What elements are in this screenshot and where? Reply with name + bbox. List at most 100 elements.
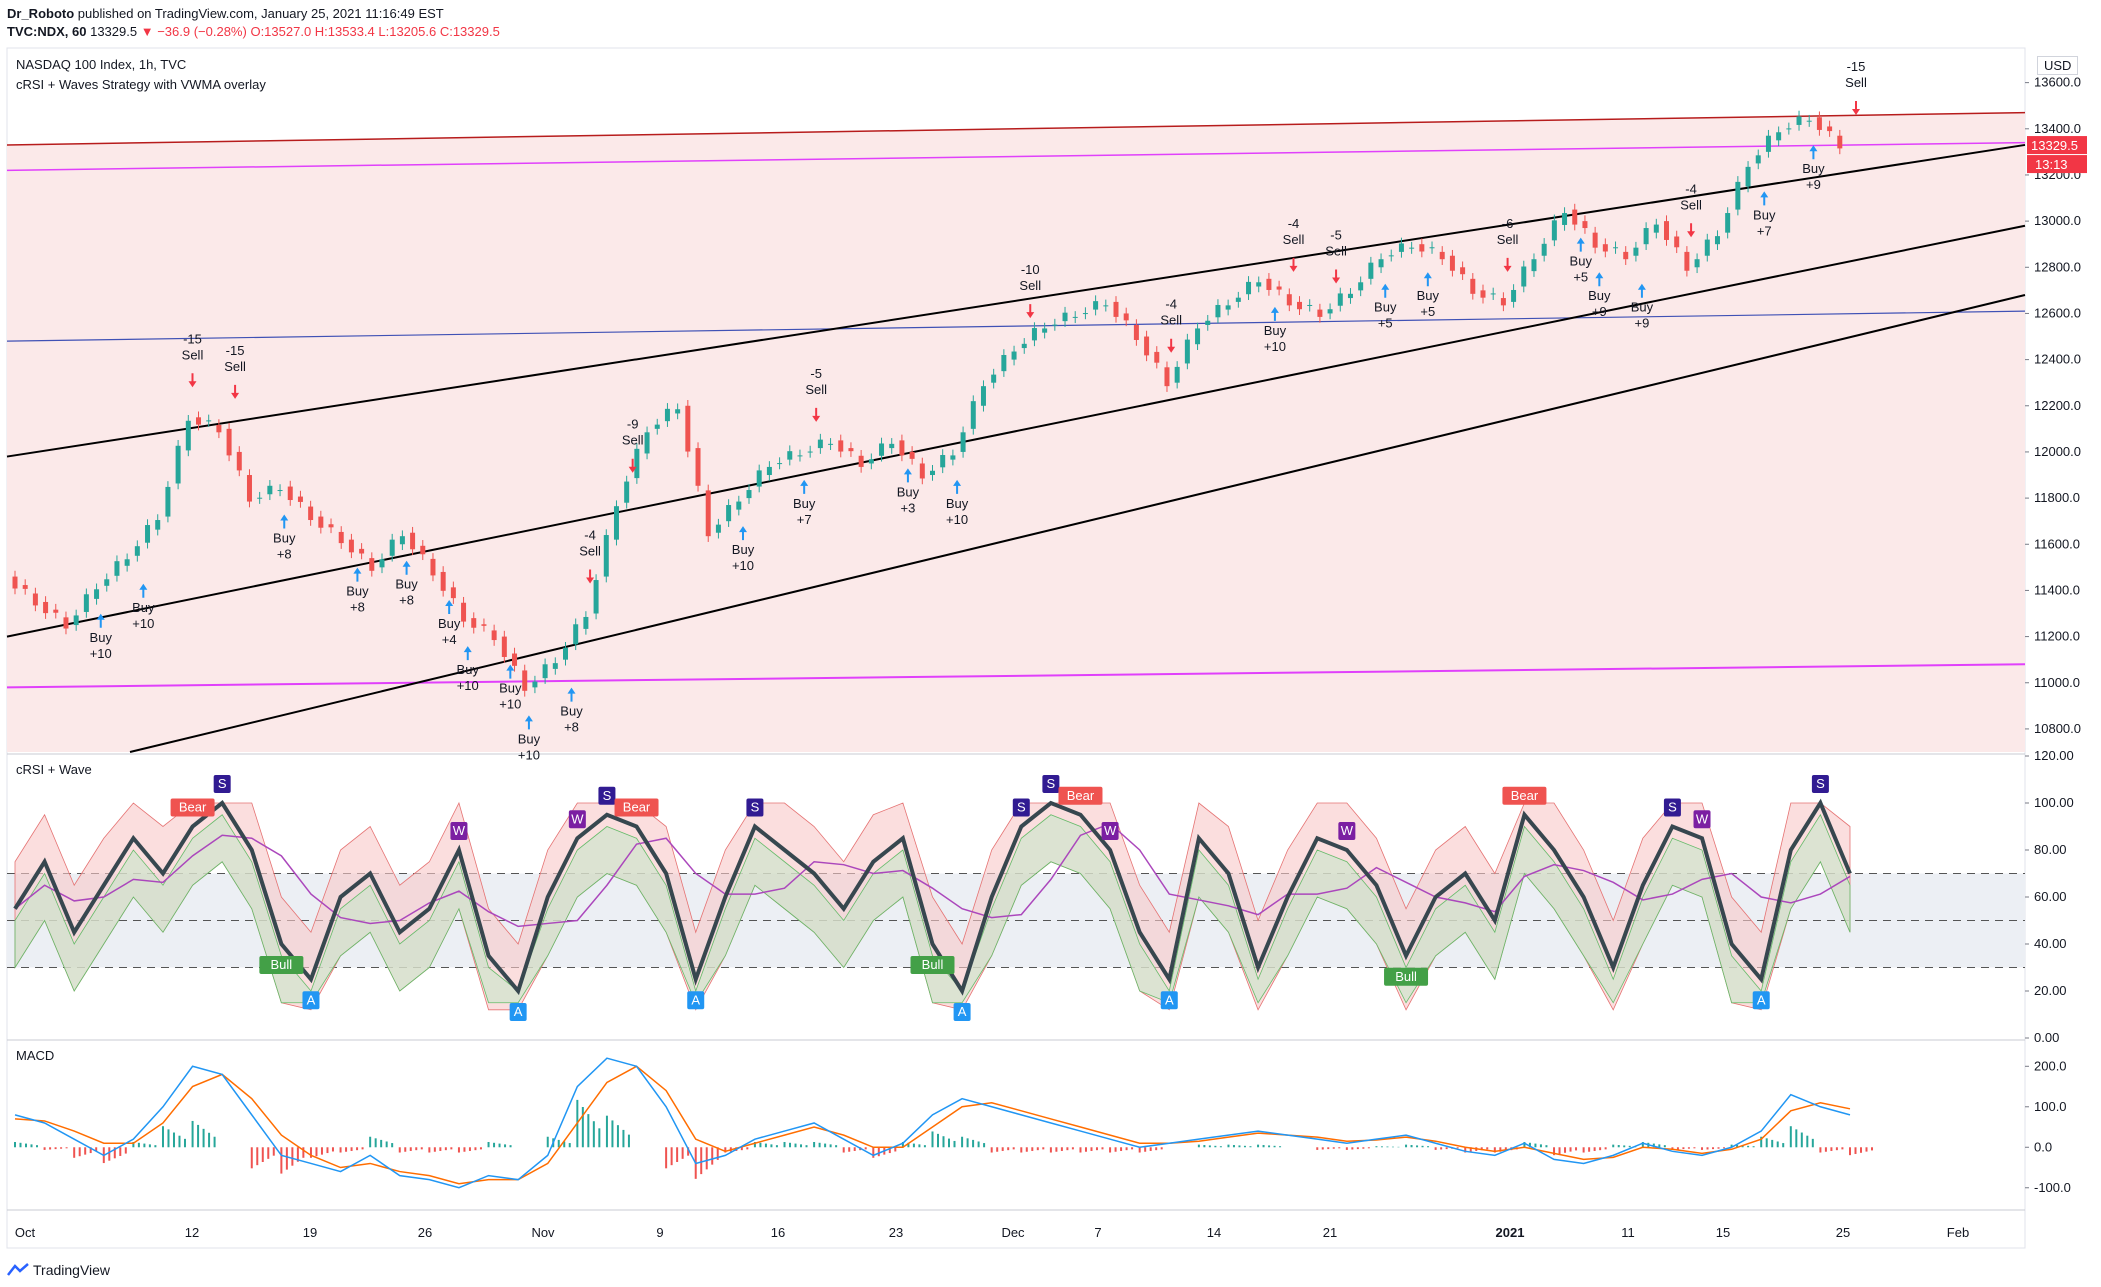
candle-body bbox=[1297, 301, 1302, 310]
candle-body bbox=[1755, 155, 1761, 164]
candle-body bbox=[1592, 232, 1598, 248]
crsi-tag-label: S bbox=[1668, 800, 1677, 815]
crsi-tag-label: S bbox=[603, 788, 612, 803]
crsi-tag bbox=[213, 775, 231, 793]
price-axis-label: 200.0 bbox=[2034, 1058, 2067, 1073]
candle-body bbox=[389, 539, 395, 556]
candle-body bbox=[328, 524, 334, 528]
buy-signal-value: +9 bbox=[1806, 177, 1821, 192]
buy-signal-value: +10 bbox=[518, 747, 540, 762]
candle-body bbox=[573, 624, 579, 645]
candle-body bbox=[175, 445, 181, 484]
currency-button[interactable]: USD bbox=[2037, 56, 2079, 75]
candle-body bbox=[991, 374, 997, 383]
price-axis-label: 100.00 bbox=[2034, 795, 2074, 810]
candle-body bbox=[512, 653, 518, 666]
publish-text: published on TradingView.com, January 25… bbox=[77, 6, 444, 21]
sell-signal-label: Sell bbox=[1497, 232, 1519, 247]
candle-body bbox=[930, 470, 935, 476]
candle-body bbox=[583, 616, 589, 629]
crsi-pane-title[interactable]: cRSI + Wave bbox=[16, 762, 92, 777]
sell-signal-value: -4 bbox=[584, 528, 596, 543]
buy-signal-value: +10 bbox=[946, 512, 968, 527]
candle-body bbox=[593, 580, 599, 614]
candle-body bbox=[420, 545, 426, 555]
buy-signal-label: Buy bbox=[1417, 288, 1440, 303]
strategy-label[interactable]: cRSI + Waves Strategy with VWMA overlay bbox=[16, 77, 266, 92]
crsi-tag-label: Bear bbox=[1067, 788, 1095, 803]
candle-body bbox=[1725, 213, 1731, 233]
candle-body bbox=[471, 618, 477, 628]
candle-body bbox=[1246, 281, 1252, 295]
candle-body bbox=[114, 561, 120, 576]
buy-signal-label: Buy bbox=[1631, 300, 1654, 315]
candle-body bbox=[450, 587, 456, 599]
crsi-tag-label: Bear bbox=[1511, 788, 1539, 803]
time-axis-label: 26 bbox=[418, 1225, 432, 1240]
candle-body bbox=[277, 490, 283, 492]
crsi-band-green bbox=[14, 813, 1851, 1004]
macd-signal-line bbox=[14, 1065, 1851, 1185]
candle-body bbox=[1347, 293, 1353, 299]
price-axis-label: 12600.0 bbox=[2034, 305, 2081, 320]
crsi-tag-label: Bull bbox=[922, 957, 944, 972]
time-axis-label: Oct bbox=[15, 1225, 36, 1240]
crsi-tag bbox=[1384, 967, 1429, 986]
time-axis-label: 2021 bbox=[1496, 1225, 1525, 1240]
crsi-tag bbox=[687, 991, 705, 1010]
crsi-tag bbox=[953, 1003, 971, 1021]
sell-signal-label: Sell bbox=[1845, 75, 1867, 90]
channel-low-line bbox=[129, 294, 2026, 753]
ohlc-values: O:13527.0 H:13533.4 L:13205.6 C:13329.5 bbox=[250, 24, 500, 39]
crsi-tag-label: A bbox=[1165, 992, 1174, 1007]
candle-body bbox=[1042, 328, 1048, 333]
candle-body bbox=[1409, 247, 1415, 249]
buy-arrow-icon bbox=[402, 560, 411, 575]
crsi-signal-line bbox=[14, 822, 1851, 928]
candle-body bbox=[797, 455, 803, 457]
candle-body bbox=[1674, 236, 1680, 248]
crsi-tag-label: A bbox=[307, 992, 316, 1007]
buy-arrow-icon bbox=[739, 526, 747, 541]
crsi-tag-label: A bbox=[1757, 992, 1766, 1007]
candle-body bbox=[1256, 282, 1262, 287]
last-price: 13329.5 bbox=[90, 24, 138, 39]
crsi-tag-label: A bbox=[691, 992, 700, 1007]
buy-arrow-icon bbox=[903, 468, 912, 483]
countdown-tag-text: 13:13 bbox=[2035, 157, 2068, 172]
sell-signal-label: Sell bbox=[579, 544, 601, 559]
time-axis-label: 19 bbox=[303, 1225, 317, 1240]
crsi-tag bbox=[302, 991, 320, 1010]
sell-arrow-icon bbox=[1167, 338, 1176, 353]
macd-pane-title[interactable]: MACD bbox=[16, 1048, 55, 1063]
candle-body bbox=[695, 448, 701, 486]
symbol-label: TVC:NDX, 60 bbox=[7, 24, 87, 39]
buy-signal-value: +10 bbox=[457, 678, 479, 693]
tradingview-logo[interactable]: TradingView bbox=[7, 1262, 110, 1278]
ohlc-header: TVC:NDX, 60 13329.5 ▼ −36.9 (−0.28%) O:1… bbox=[7, 24, 500, 39]
candle-body bbox=[838, 440, 844, 452]
tradingview-logo-icon bbox=[7, 1263, 29, 1276]
candle-body bbox=[348, 539, 354, 553]
buy-signal-label: Buy bbox=[457, 662, 480, 677]
candle-body bbox=[1378, 259, 1384, 268]
candle-body bbox=[746, 490, 752, 499]
candle-body bbox=[1562, 213, 1568, 225]
buy-signal-label: Buy bbox=[1570, 254, 1593, 269]
time-axis-label: 21 bbox=[1323, 1225, 1337, 1240]
candle-body bbox=[726, 505, 732, 522]
candle-body bbox=[675, 409, 681, 414]
channel-band bbox=[7, 112, 2025, 752]
candle-body bbox=[1541, 243, 1547, 256]
candle-body bbox=[1470, 278, 1476, 294]
candle-body bbox=[236, 451, 242, 471]
buy-arrow-icon bbox=[953, 479, 962, 494]
candle-body bbox=[1765, 135, 1771, 152]
buy-arrow-icon bbox=[353, 567, 362, 582]
author-name[interactable]: Dr_Roboto bbox=[7, 6, 75, 21]
sell-signal-value: -15 bbox=[1847, 59, 1866, 74]
sell-signal-label: Sell bbox=[622, 433, 644, 448]
candle-body bbox=[1704, 239, 1710, 256]
crsi-tag bbox=[259, 956, 304, 974]
